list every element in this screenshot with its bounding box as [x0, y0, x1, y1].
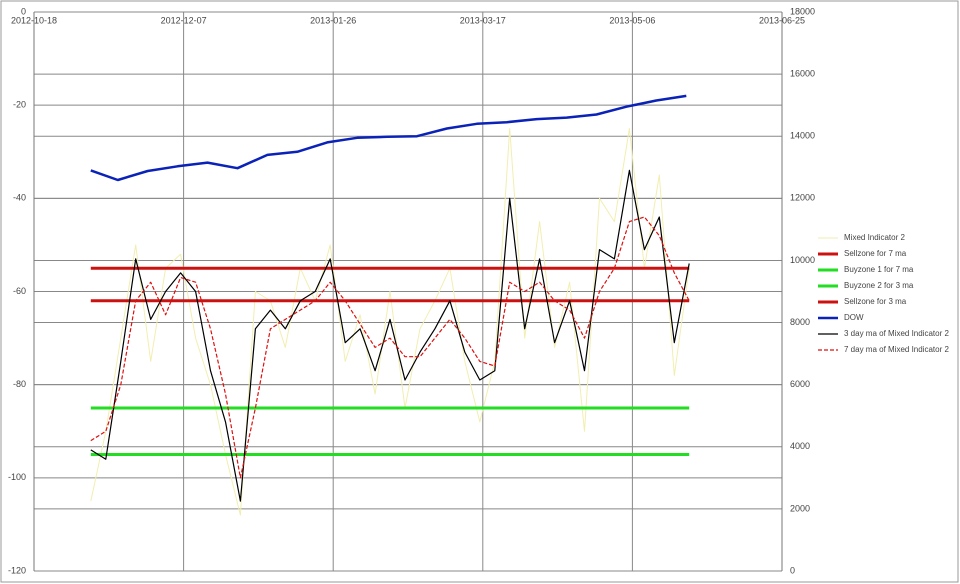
legend-label: 3 day ma of Mixed Indicator 2	[844, 329, 949, 338]
y-tick-label: -80	[13, 379, 26, 389]
x-tick-label: 2012-12-07	[161, 15, 207, 25]
y-tick-label: 0	[21, 6, 26, 16]
y2-tick-label: 4000	[790, 441, 810, 451]
legend-label: Mixed Indicator 2	[844, 233, 905, 242]
legend-label: DOW	[844, 313, 864, 322]
y2-tick-label: 14000	[790, 131, 815, 141]
legend-label: Sellzone for 7 ma	[844, 249, 907, 258]
legend-label: 7 day ma of Mixed Indicator 2	[844, 345, 949, 354]
y2-tick-label: 6000	[790, 379, 810, 389]
series-line	[90, 216, 690, 479]
legend-label: Sellzone for 3 ma	[844, 297, 907, 306]
y2-tick-label: 18000	[790, 6, 815, 16]
y-tick-label: -20	[13, 100, 26, 110]
x-tick-label: 2013-03-17	[460, 15, 506, 25]
y-tick-label: -100	[8, 472, 26, 482]
x-tick-label: 2013-05-06	[609, 15, 655, 25]
legend-label: Buyzone 2 for 3 ma	[844, 281, 914, 290]
y-tick-label: -60	[13, 286, 26, 296]
y-tick-label: -40	[13, 193, 26, 203]
y2-tick-label: 8000	[790, 317, 810, 327]
series-line	[90, 94, 687, 182]
y2-tick-label: 0	[790, 565, 795, 575]
y-tick-label: -120	[8, 565, 26, 575]
legend-label: Buyzone 1 for 7 ma	[844, 265, 914, 274]
y2-tick-label: 2000	[790, 503, 810, 513]
x-tick-label: 2013-01-26	[310, 15, 356, 25]
y2-tick-label: 10000	[790, 255, 815, 265]
series-line	[90, 128, 690, 516]
series-line	[90, 169, 690, 502]
y2-tick-label: 16000	[790, 68, 815, 78]
y2-tick-label: 12000	[790, 193, 815, 203]
